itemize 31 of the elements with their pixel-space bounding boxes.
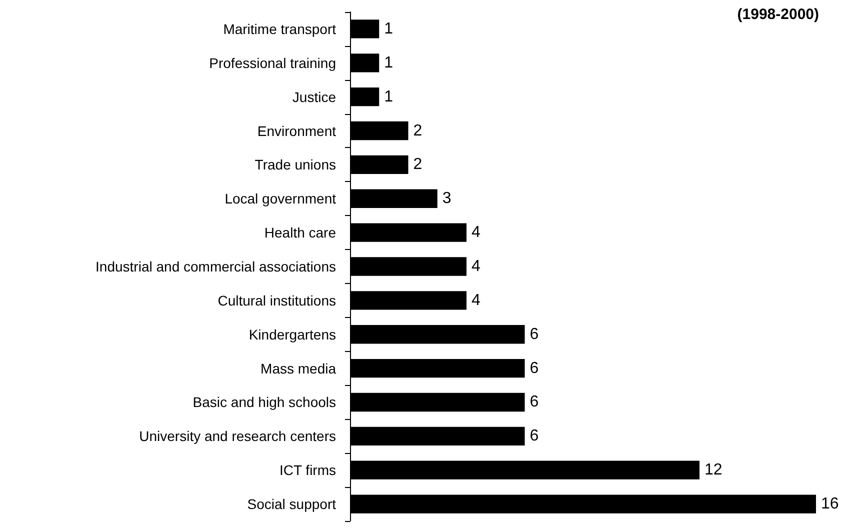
y-tick-label: Kindergartens — [248, 326, 336, 342]
data-label: 6 — [530, 360, 539, 377]
data-label: 4 — [472, 224, 480, 242]
data-label: 6 — [530, 428, 539, 445]
data-label: 6 — [530, 394, 539, 411]
y-tick-label: Health care — [264, 224, 336, 241]
data-label: 4 — [472, 258, 480, 275]
data-label: 6 — [530, 326, 539, 343]
data-label: 1 — [384, 88, 394, 106]
y-tick-label: Cultural institutions — [218, 292, 336, 308]
y-tick-label: Mass media — [260, 360, 336, 376]
y-tick-label: University and research centers — [139, 428, 336, 444]
y-tick-label: Justice — [292, 88, 336, 105]
y-tick-label: Professional training — [209, 54, 336, 71]
data-label: 3 — [442, 190, 452, 208]
y-tick-label: Local government — [224, 190, 336, 207]
y-tick-label: Basic and high schools — [192, 394, 336, 410]
data-label: 2 — [413, 122, 422, 140]
y-tick-label: Social support — [247, 496, 336, 512]
data-label: 12 — [704, 462, 722, 479]
data-label: 1 — [384, 20, 394, 38]
data-label: 1 — [384, 54, 394, 72]
data-label: 16 — [821, 496, 839, 513]
y-tick-label: Maritime transport — [223, 20, 336, 37]
data-label: 4 — [472, 292, 480, 309]
y-tick-label: Environment — [257, 122, 336, 139]
y-tick-label: Industrial and commercial associations — [96, 258, 336, 274]
chart-title: (1998-2000) — [737, 6, 820, 23]
data-label: 2 — [413, 156, 422, 174]
y-tick-label: Trade unions — [254, 156, 336, 173]
y-tick-label: ICT firms — [279, 462, 336, 478]
